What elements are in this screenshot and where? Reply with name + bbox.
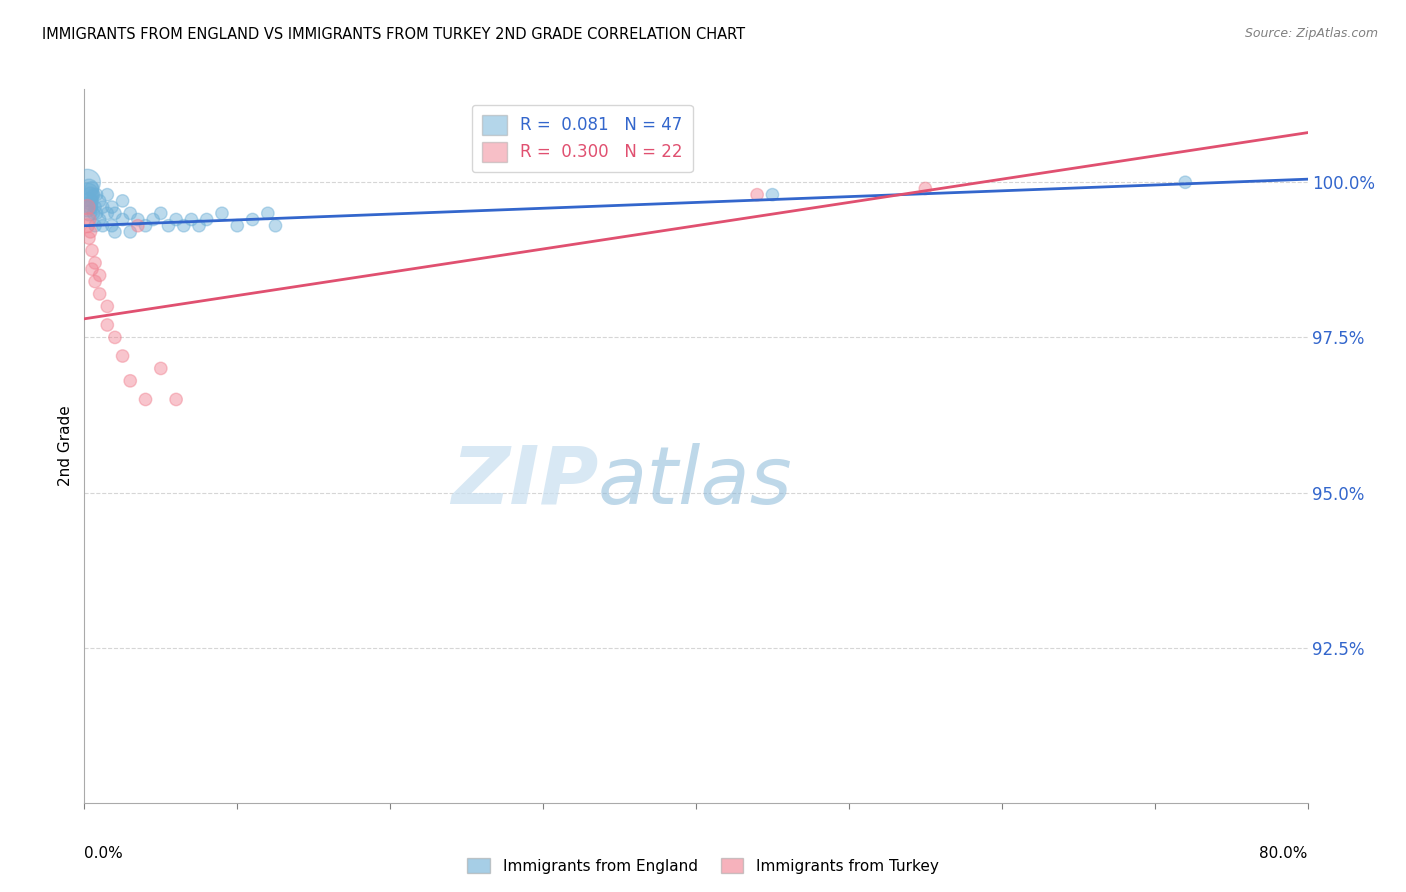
Point — [80, 244, 103, 258]
Point — [157, 219, 180, 233]
Point — [101, 200, 124, 214]
Text: Source: ZipAtlas.com: Source: ZipAtlas.com — [1244, 27, 1378, 40]
Point — [257, 206, 280, 220]
Point — [76, 200, 98, 214]
Point — [195, 212, 218, 227]
Point — [79, 225, 101, 239]
Point — [86, 187, 108, 202]
Point — [89, 287, 111, 301]
Point — [77, 231, 100, 245]
Point — [83, 187, 105, 202]
Point — [76, 200, 98, 214]
Point — [86, 206, 108, 220]
Point — [188, 219, 211, 233]
Text: ZIP: ZIP — [451, 442, 598, 521]
Point — [96, 318, 118, 332]
Point — [77, 194, 100, 208]
Point — [84, 200, 107, 214]
Point — [104, 225, 127, 239]
Text: 0.0%: 0.0% — [84, 846, 124, 861]
Point — [89, 268, 111, 283]
Point — [120, 206, 142, 220]
Point — [165, 392, 187, 407]
Text: IMMIGRANTS FROM ENGLAND VS IMMIGRANTS FROM TURKEY 2ND GRADE CORRELATION CHART: IMMIGRANTS FROM ENGLAND VS IMMIGRANTS FR… — [42, 27, 745, 42]
Point — [96, 206, 118, 220]
Point — [135, 219, 157, 233]
Point — [111, 194, 134, 208]
Point — [96, 299, 118, 313]
Point — [80, 194, 103, 208]
Point — [226, 219, 249, 233]
Legend: Immigrants from England, Immigrants from Turkey: Immigrants from England, Immigrants from… — [461, 852, 945, 880]
Point — [173, 219, 195, 233]
Point — [80, 181, 103, 195]
Point — [76, 187, 98, 202]
Point — [165, 212, 187, 227]
Point — [149, 206, 172, 220]
Point — [761, 187, 783, 202]
Point — [76, 219, 98, 233]
Point — [84, 275, 107, 289]
Text: atlas: atlas — [598, 442, 793, 521]
Point — [77, 212, 100, 227]
Point — [104, 206, 127, 220]
Point — [747, 187, 769, 202]
Point — [91, 219, 114, 233]
Point — [96, 187, 118, 202]
Y-axis label: 2nd Grade: 2nd Grade — [58, 406, 73, 486]
Text: 80.0%: 80.0% — [1260, 846, 1308, 861]
Point — [84, 219, 107, 233]
Point — [76, 175, 98, 189]
Point — [264, 219, 287, 233]
Point — [79, 187, 101, 202]
Point — [211, 206, 233, 220]
Point — [127, 219, 149, 233]
Point — [89, 194, 111, 208]
Point — [111, 212, 134, 227]
Point — [135, 392, 157, 407]
Point — [104, 330, 127, 344]
Point — [149, 361, 172, 376]
Point — [101, 219, 124, 233]
Point — [91, 200, 114, 214]
Point — [111, 349, 134, 363]
Point — [127, 212, 149, 227]
Point — [77, 181, 100, 195]
Point — [89, 212, 111, 227]
Point — [83, 206, 105, 220]
Point — [77, 206, 100, 220]
Point — [142, 212, 165, 227]
Point — [80, 262, 103, 277]
Point — [914, 181, 936, 195]
Point — [120, 374, 142, 388]
Point — [242, 212, 264, 227]
Point — [79, 200, 101, 214]
Point — [180, 212, 202, 227]
Legend: R =  0.081   N = 47, R =  0.300   N = 22: R = 0.081 N = 47, R = 0.300 N = 22 — [472, 104, 693, 172]
Point — [84, 256, 107, 270]
Point — [120, 225, 142, 239]
Point — [1174, 175, 1197, 189]
